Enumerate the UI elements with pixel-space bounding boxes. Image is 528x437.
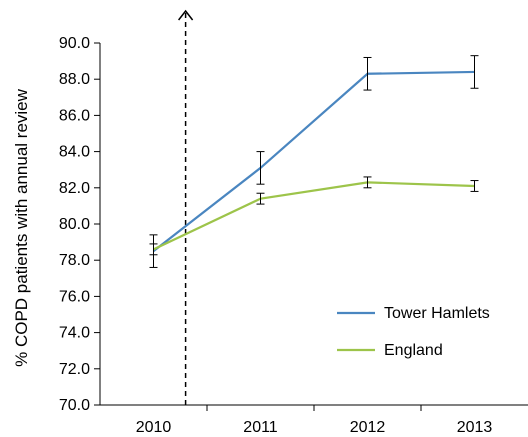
x-tick-label: 2012: [350, 419, 386, 436]
y-tick-label: 70.0: [59, 397, 90, 414]
y-tick-label: 86.0: [59, 107, 90, 124]
x-tick-label: 2011: [243, 419, 278, 436]
y-tick-label: 82.0: [59, 180, 90, 197]
x-tick-label: 2013: [457, 419, 493, 436]
legend-label-tower-hamlets: Tower Hamlets: [384, 305, 490, 322]
y-tick-label: 74.0: [59, 325, 90, 342]
x-tick-label: 2010: [136, 419, 172, 436]
y-tick-label: 72.0: [59, 361, 90, 378]
legend-label-england: England: [384, 342, 443, 359]
y-tick-label: 78.0: [59, 252, 90, 269]
series-line-england: [153, 181, 475, 251]
y-tick-label: 80.0: [59, 216, 90, 233]
y-tick-label: 76.0: [59, 288, 90, 305]
series-line-tower-hamlets: [152, 70, 475, 253]
y-tick-label: 88.0: [59, 71, 90, 88]
annotation-arrowhead: [178, 9, 194, 21]
y-axis-title: % COPD patients with annual review: [12, 88, 31, 367]
y-tick-label: 84.0: [59, 144, 90, 161]
y-tick-label: 90.0: [59, 35, 90, 52]
